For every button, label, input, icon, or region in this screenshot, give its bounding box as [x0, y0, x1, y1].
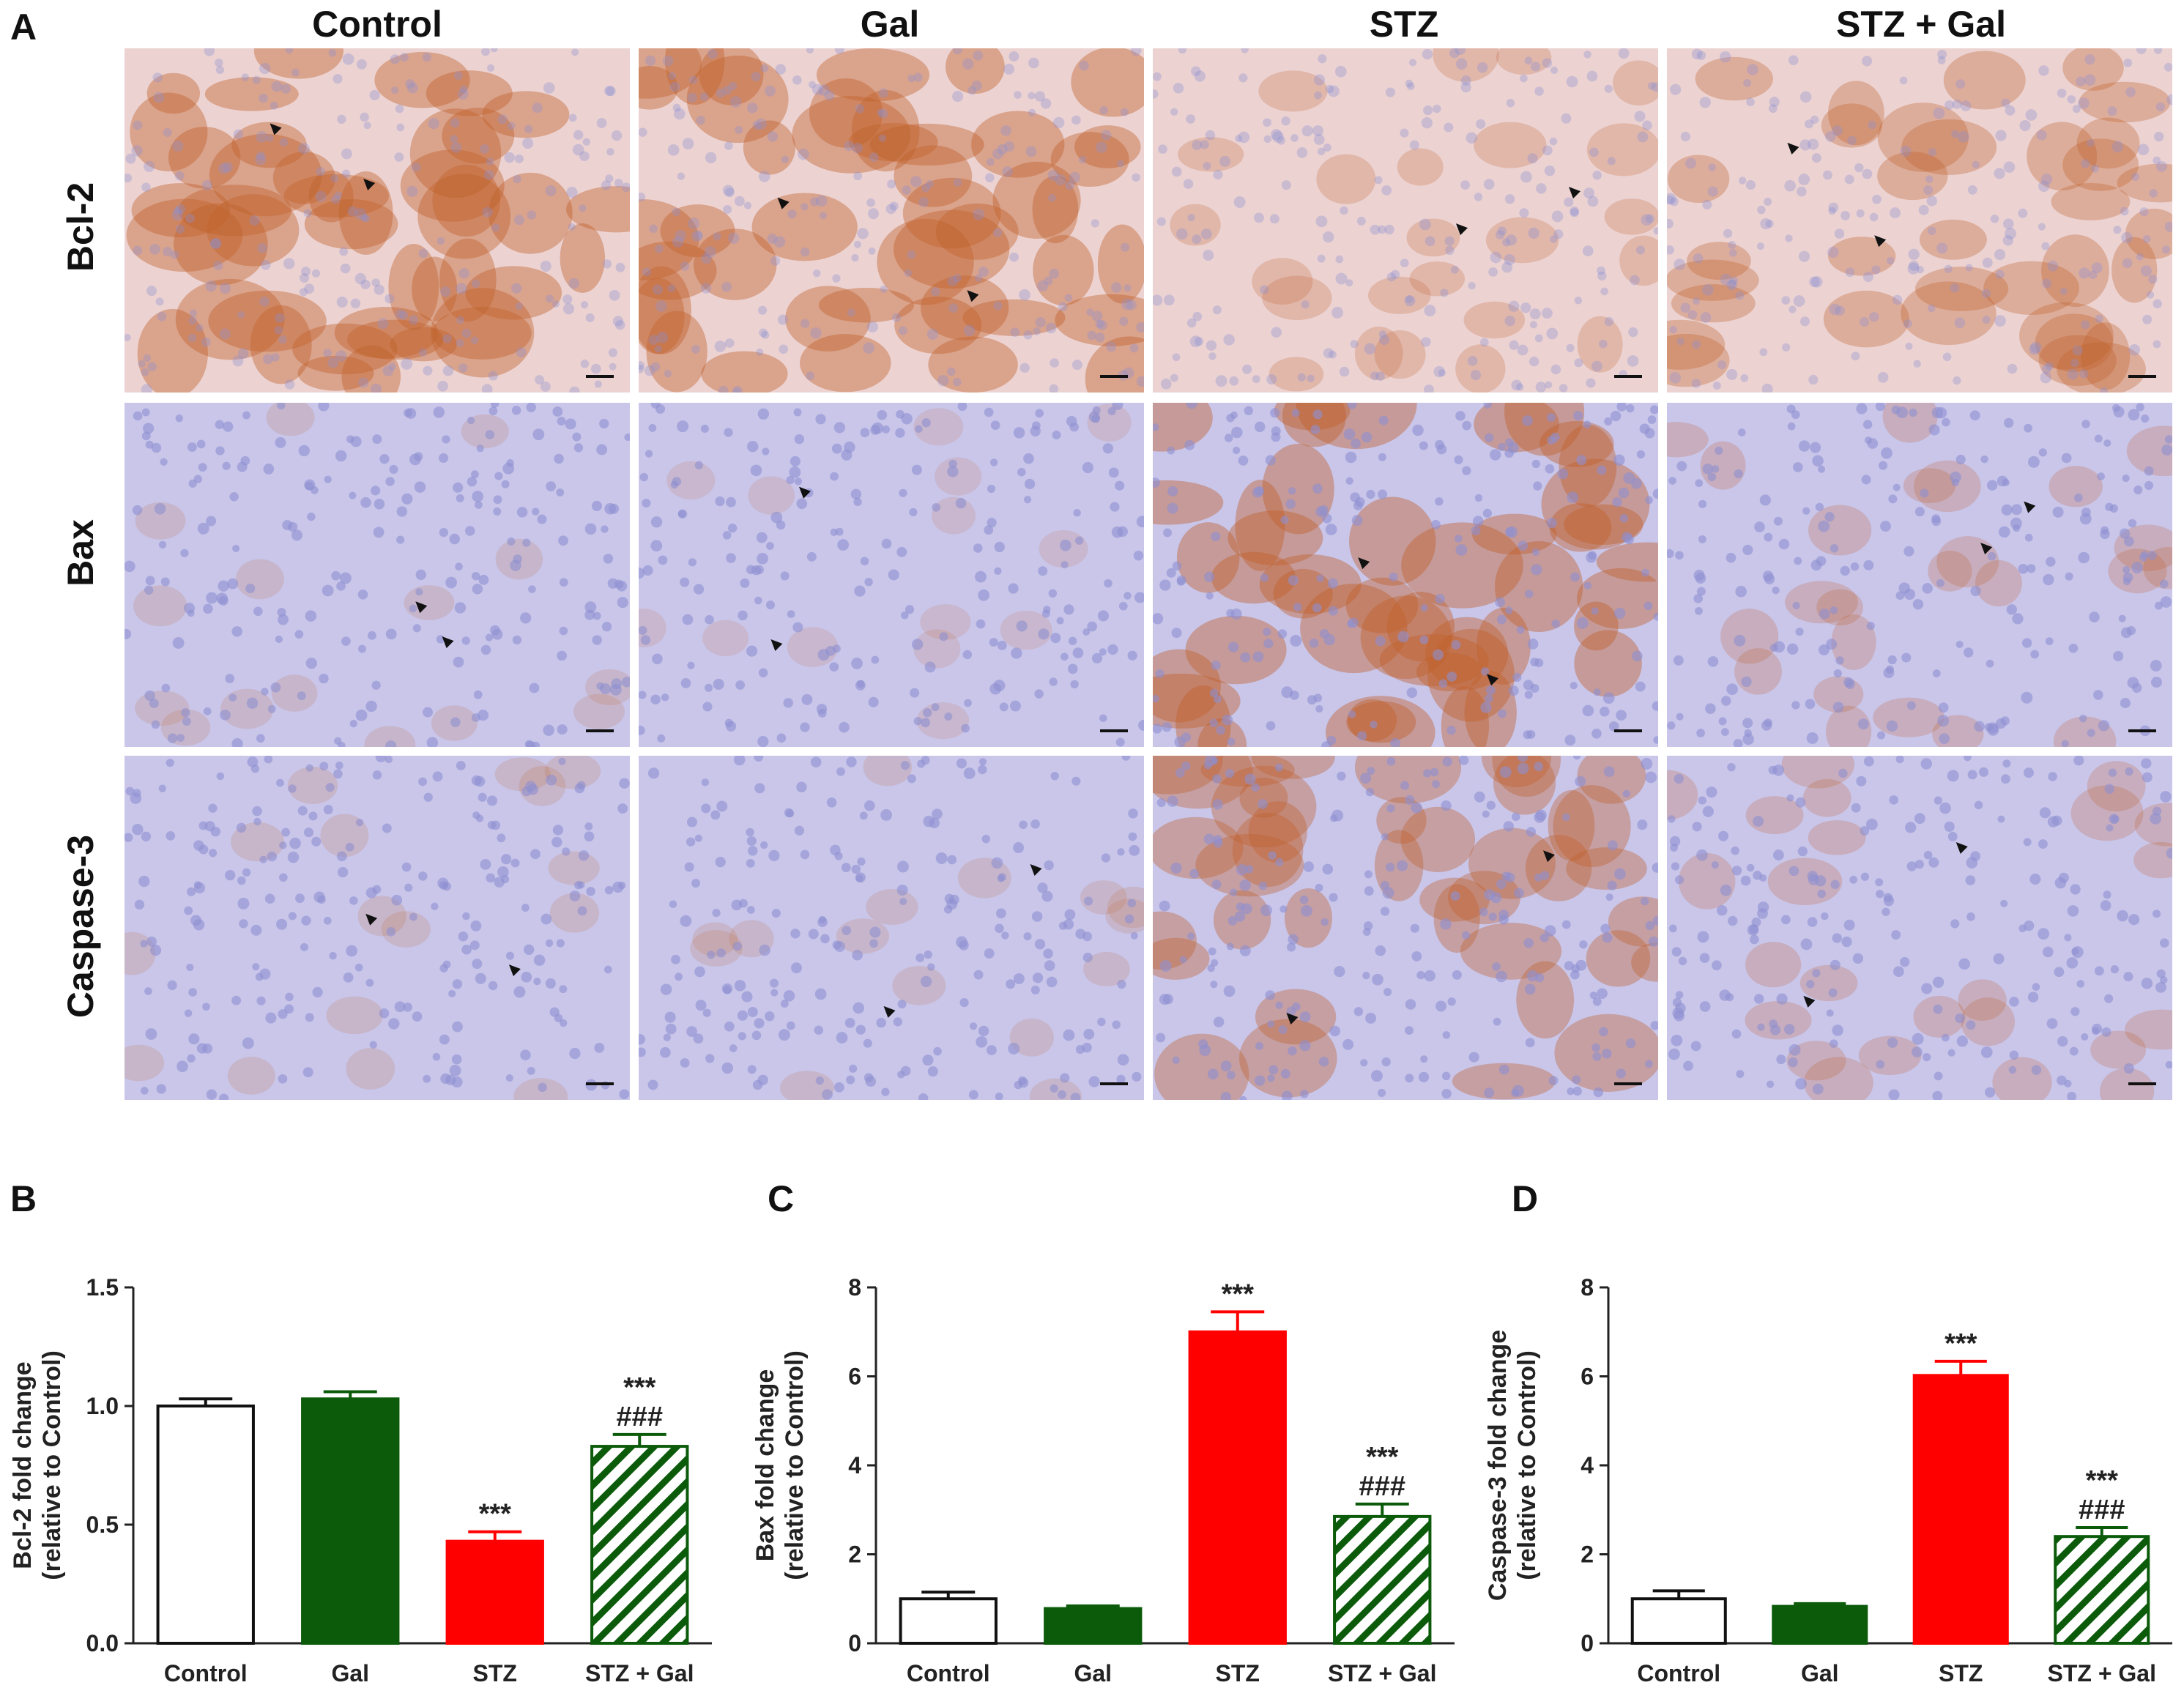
- row-label-bcl2: Bcl-2: [60, 182, 101, 272]
- bar: [445, 1539, 544, 1645]
- micrograph-tile: [639, 48, 1144, 393]
- y-tick-label: 6: [1581, 1364, 1594, 1390]
- column-header-stz: STZ: [1369, 4, 1439, 45]
- bcl2-bar-chart: 0.0 0.5 1.0 1.5 Bcl-2 fold change (relative t…: [9, 1274, 712, 1686]
- category-label: STZ: [1216, 1660, 1260, 1686]
- bar: [1188, 1330, 1287, 1645]
- column-header-stz-gal: STZ + Gal: [1835, 4, 2006, 45]
- y-tick-label: 1.0: [86, 1393, 119, 1419]
- y-axis-label-line1: Bcl-2 fold change: [9, 1361, 37, 1569]
- category-label: STZ + Gal: [2048, 1660, 2156, 1686]
- row-label-caspase3: Caspase-3: [60, 834, 101, 1019]
- category-label: Gal: [1801, 1660, 1839, 1686]
- panel-b-letter: B: [10, 1178, 37, 1219]
- significance-label: ###: [617, 1402, 663, 1432]
- y-tick-label: 8: [1581, 1274, 1594, 1301]
- category-label: Gal: [331, 1660, 369, 1686]
- panel-a-letter: A: [10, 7, 37, 48]
- significance-label: ***: [1366, 1442, 1399, 1473]
- y-axis-label-line1: Bax fold change: [751, 1369, 779, 1562]
- significance-label: ***: [1945, 1328, 1977, 1359]
- significance-label: ***: [2086, 1465, 2119, 1496]
- y-axis-label-line2: (relative to Control): [38, 1350, 66, 1580]
- y-axis-label-line2: (relative to Control): [1513, 1350, 1541, 1580]
- bar: [1630, 1597, 1727, 1645]
- micrograph-tile: [1153, 48, 1658, 393]
- y-tick-label: 4: [848, 1452, 861, 1479]
- y-tick-label: 0.5: [86, 1511, 119, 1538]
- bar: [1333, 1514, 1432, 1645]
- row-label-bax: Bax: [60, 519, 101, 587]
- micrograph-tile: [1667, 403, 2172, 747]
- category-label: Gal: [1074, 1660, 1112, 1686]
- micrograph-tile: [1667, 756, 2172, 1100]
- micrograph-tile: [639, 756, 1144, 1100]
- category-label: Control: [907, 1660, 990, 1686]
- micrograph-tile: [125, 48, 630, 393]
- y-tick-label: 0: [848, 1630, 861, 1656]
- category-label: Control: [1637, 1660, 1720, 1686]
- y-axis-label-line1: Caspase-3 fold change: [1484, 1330, 1512, 1601]
- category-label: STZ: [473, 1660, 517, 1686]
- bax-bar-chart: 0 2 4 6 8 Bax fold change (relative to Control…: [751, 1274, 1455, 1686]
- bar: [301, 1397, 400, 1645]
- bar: [1044, 1607, 1143, 1645]
- bar: [1772, 1604, 1868, 1645]
- y-tick-label: 2: [848, 1541, 861, 1568]
- micrograph-tile: [1153, 756, 1658, 1100]
- y-tick-label: 0.0: [86, 1630, 119, 1656]
- panel-d-letter: D: [1512, 1178, 1539, 1219]
- category-label: STZ + Gal: [585, 1660, 694, 1686]
- bar: [2054, 1535, 2150, 1645]
- panel-c-letter: C: [768, 1178, 795, 1219]
- caspase3-bar-chart: 0 2 4 6 8 Caspase-3 fold change (relative to C…: [1484, 1274, 2172, 1686]
- significance-label: ***: [623, 1372, 656, 1403]
- significance-label: ###: [2079, 1495, 2125, 1525]
- y-axis-label-line2: (relative to Control): [781, 1350, 809, 1580]
- significance-label: ***: [1222, 1279, 1255, 1309]
- y-tick-label: 6: [848, 1364, 861, 1390]
- micrograph-tile: [1153, 403, 1658, 747]
- category-label: STZ: [1939, 1660, 1983, 1686]
- column-header-control: Control: [312, 4, 442, 45]
- significance-label: ***: [479, 1499, 512, 1530]
- bar: [156, 1405, 255, 1645]
- y-tick-label: 0: [1581, 1630, 1594, 1656]
- significance-label: ###: [1359, 1471, 1405, 1502]
- bar: [1912, 1374, 2009, 1645]
- category-label: Control: [164, 1660, 248, 1686]
- micrograph-tile: [125, 403, 630, 747]
- y-tick-label: 8: [848, 1274, 861, 1301]
- column-header-gal: Gal: [860, 4, 920, 45]
- micrograph-tile: [125, 756, 630, 1100]
- micrograph-tile: [639, 403, 1144, 747]
- micrograph-tile: [1667, 48, 2172, 393]
- category-label: STZ + Gal: [1328, 1660, 1436, 1686]
- bar: [899, 1597, 998, 1645]
- y-tick-label: 4: [1581, 1452, 1594, 1479]
- bar: [590, 1445, 689, 1645]
- y-tick-label: 1.5: [86, 1274, 119, 1301]
- y-tick-label: 2: [1581, 1541, 1594, 1568]
